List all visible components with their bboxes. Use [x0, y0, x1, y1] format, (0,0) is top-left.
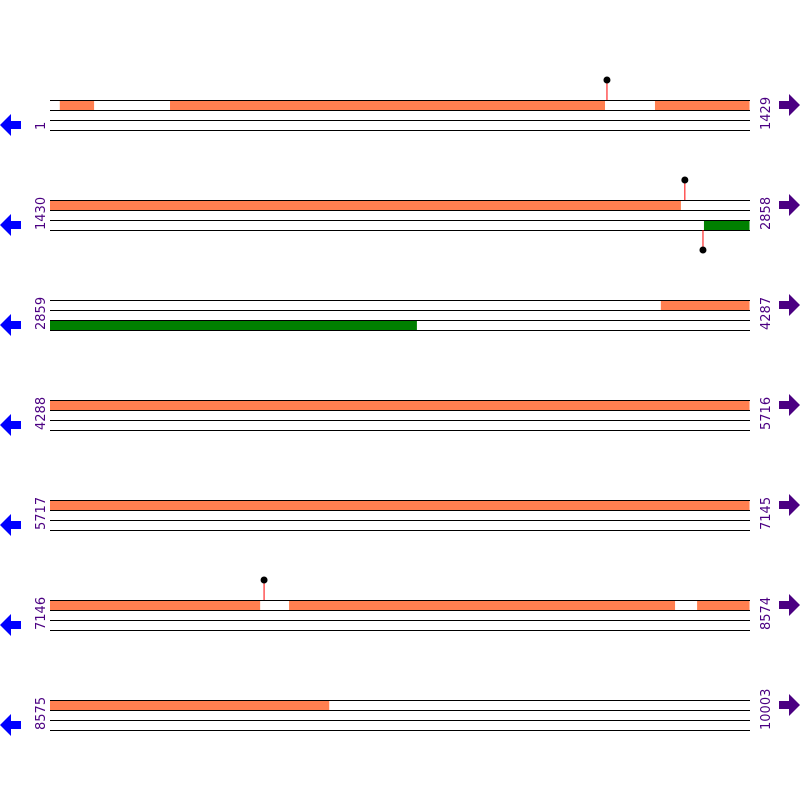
end-position-label: 4287 [759, 297, 774, 330]
marker-head [260, 576, 268, 584]
arrow-right-icon [779, 594, 800, 616]
arrow-left-icon [0, 214, 21, 236]
map-row: 7146 8574 [0, 576, 800, 636]
start-position-label: 1 [34, 122, 49, 130]
forward-feature [697, 600, 750, 610]
end-position-label: 1429 [759, 97, 774, 130]
arrow-left-icon [0, 314, 21, 336]
arrow-right-icon [779, 94, 800, 116]
start-position-label: 1430 [34, 197, 49, 230]
end-position-label: 10003 [759, 689, 774, 730]
start-position-label: 2859 [34, 297, 49, 330]
end-position-label: 7145 [759, 497, 774, 530]
reverse-feature [50, 320, 417, 330]
end-position-label: 8574 [759, 597, 774, 630]
forward-feature [170, 100, 606, 110]
start-position-label: 8575 [34, 697, 49, 730]
marker-head [603, 76, 611, 84]
reverse-feature [703, 220, 750, 230]
forward-feature [50, 400, 750, 410]
marker-head [699, 246, 707, 254]
map-row: 4288 5716 [0, 394, 800, 436]
map-row: 1 1429 [0, 76, 800, 136]
forward-feature [660, 300, 750, 310]
forward-feature [59, 100, 95, 110]
arrow-right-icon [779, 194, 800, 216]
start-position-label: 5717 [34, 497, 49, 530]
map-row: 2859 4287 [0, 294, 800, 336]
forward-feature [654, 100, 750, 110]
end-position-label: 2858 [759, 197, 774, 230]
arrow-right-icon [779, 394, 800, 416]
forward-feature [50, 700, 330, 710]
arrow-right-icon [779, 294, 800, 316]
forward-feature [50, 600, 261, 610]
arrow-right-icon [779, 694, 800, 716]
map-row: 5717 7145 [0, 494, 800, 536]
arrow-left-icon [0, 414, 21, 436]
forward-feature [50, 500, 750, 510]
start-position-label: 7146 [34, 597, 49, 630]
arrow-right-icon [779, 494, 800, 516]
map-row: 1430 2858 [0, 176, 800, 254]
map-row: 8575 10003 [0, 689, 800, 736]
end-position-label: 5716 [759, 397, 774, 430]
arrow-left-icon [0, 514, 21, 536]
arrow-left-icon [0, 614, 21, 636]
arrow-left-icon [0, 114, 21, 136]
forward-feature [50, 200, 681, 210]
forward-feature [289, 600, 676, 610]
start-position-label: 4288 [34, 397, 49, 430]
arrow-left-icon [0, 714, 21, 736]
marker-head [681, 176, 689, 184]
